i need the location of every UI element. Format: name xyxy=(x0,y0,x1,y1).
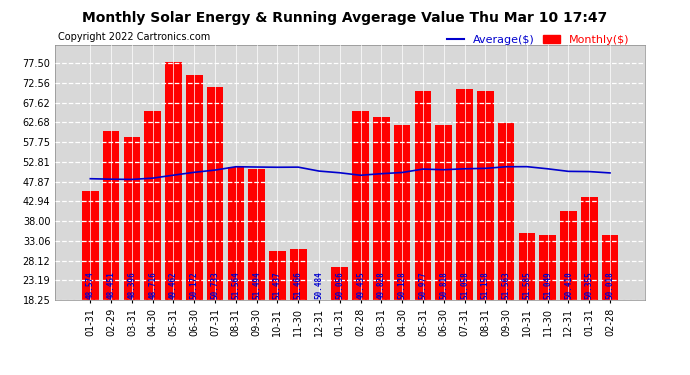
Legend: Average($), Monthly($): Average($), Monthly($) xyxy=(442,30,633,49)
Text: 49.462: 49.462 xyxy=(169,271,178,299)
Text: 51.158: 51.158 xyxy=(481,271,490,299)
Bar xyxy=(519,233,535,300)
Bar xyxy=(310,300,327,333)
Text: 50.484: 50.484 xyxy=(315,271,324,299)
Bar xyxy=(103,131,119,300)
Text: 48.451: 48.451 xyxy=(107,271,116,299)
Bar xyxy=(540,235,556,300)
Bar xyxy=(248,169,265,300)
Bar xyxy=(394,125,411,300)
Text: 50.733: 50.733 xyxy=(210,271,219,299)
Text: 51.585: 51.585 xyxy=(522,271,531,299)
Text: 51.494: 51.494 xyxy=(252,271,261,299)
Text: Monthly Solar Energy & Running Avgerage Value Thu Mar 10 17:47: Monthly Solar Energy & Running Avgerage … xyxy=(82,11,608,25)
Bar xyxy=(435,125,452,300)
Text: 51.049: 51.049 xyxy=(543,271,552,299)
Bar xyxy=(602,235,618,300)
Text: 51.466: 51.466 xyxy=(294,271,303,299)
Bar xyxy=(581,197,598,300)
Bar xyxy=(415,91,431,300)
Bar xyxy=(269,251,286,300)
Text: 50.018: 50.018 xyxy=(606,271,615,299)
Text: 51.437: 51.437 xyxy=(273,271,282,299)
Bar xyxy=(560,211,577,300)
Text: 48.574: 48.574 xyxy=(86,271,95,299)
Bar xyxy=(186,75,203,300)
Bar xyxy=(124,137,140,300)
Text: 50.355: 50.355 xyxy=(584,271,593,299)
Text: 48.396: 48.396 xyxy=(128,271,137,299)
Text: 51.564: 51.564 xyxy=(231,271,240,299)
Text: Copyright 2022 Cartronics.com: Copyright 2022 Cartronics.com xyxy=(58,33,210,42)
Text: 50.056: 50.056 xyxy=(335,271,344,299)
Bar xyxy=(456,89,473,300)
Bar xyxy=(353,111,369,300)
Bar xyxy=(331,267,348,300)
Bar xyxy=(497,123,515,300)
Bar xyxy=(144,111,161,300)
Text: 50.977: 50.977 xyxy=(418,271,427,299)
Bar xyxy=(290,249,306,300)
Text: 49.435: 49.435 xyxy=(356,271,365,299)
Text: 49.828: 49.828 xyxy=(377,271,386,299)
Bar xyxy=(373,117,390,300)
Bar xyxy=(165,62,181,300)
Bar xyxy=(207,87,224,300)
Text: 51.563: 51.563 xyxy=(502,271,511,299)
Bar xyxy=(82,191,99,300)
Text: 48.716: 48.716 xyxy=(148,271,157,299)
Text: 50.128: 50.128 xyxy=(397,271,406,299)
Text: 50.172: 50.172 xyxy=(190,271,199,299)
Text: 50.410: 50.410 xyxy=(564,271,573,299)
Bar xyxy=(228,167,244,300)
Bar xyxy=(477,91,493,300)
Text: 50.818: 50.818 xyxy=(440,271,449,299)
Text: 51.058: 51.058 xyxy=(460,271,469,299)
